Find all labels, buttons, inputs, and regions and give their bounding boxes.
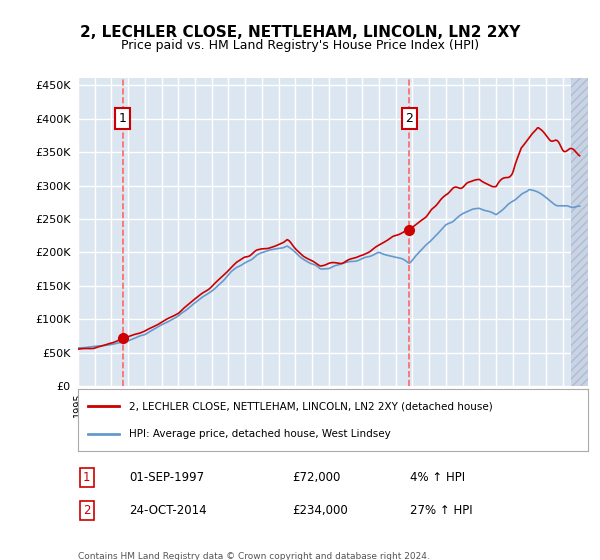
Text: 1: 1 xyxy=(119,112,127,125)
Text: 2: 2 xyxy=(83,505,91,517)
Text: £72,000: £72,000 xyxy=(292,471,341,484)
Text: 24-OCT-2014: 24-OCT-2014 xyxy=(129,505,206,517)
Text: 4% ↑ HPI: 4% ↑ HPI xyxy=(409,471,464,484)
Text: Contains HM Land Registry data © Crown copyright and database right 2024.
This d: Contains HM Land Registry data © Crown c… xyxy=(78,552,430,560)
Text: 1: 1 xyxy=(83,471,91,484)
Text: 2, LECHLER CLOSE, NETTLEHAM, LINCOLN, LN2 2XY: 2, LECHLER CLOSE, NETTLEHAM, LINCOLN, LN… xyxy=(80,25,520,40)
Text: HPI: Average price, detached house, West Lindsey: HPI: Average price, detached house, West… xyxy=(129,428,391,438)
Text: £234,000: £234,000 xyxy=(292,505,348,517)
Text: Price paid vs. HM Land Registry's House Price Index (HPI): Price paid vs. HM Land Registry's House … xyxy=(121,39,479,52)
Text: 01-SEP-1997: 01-SEP-1997 xyxy=(129,471,204,484)
Text: 2, LECHLER CLOSE, NETTLEHAM, LINCOLN, LN2 2XY (detached house): 2, LECHLER CLOSE, NETTLEHAM, LINCOLN, LN… xyxy=(129,402,493,412)
Text: 2: 2 xyxy=(406,112,413,125)
Bar xyxy=(571,78,588,386)
Text: 27% ↑ HPI: 27% ↑ HPI xyxy=(409,505,472,517)
